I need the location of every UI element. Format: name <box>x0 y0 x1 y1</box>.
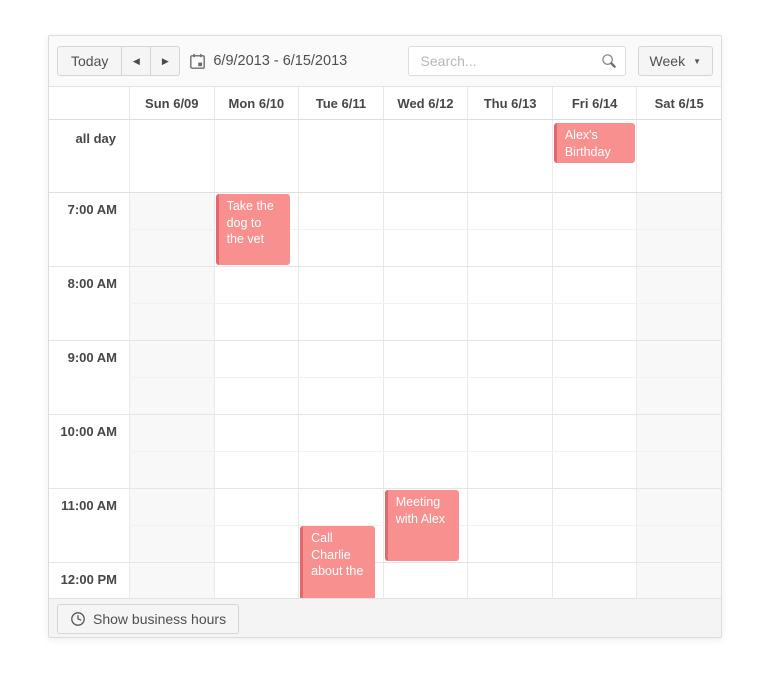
time-label: 10:00 AM <box>60 424 117 439</box>
show-business-hours-label: Show business hours <box>93 611 227 627</box>
prev-arrow-icon: ◀ <box>132 55 140 66</box>
view-selector-dropdown[interactable]: Week ▼ <box>637 46 713 76</box>
prev-button[interactable]: ◀ <box>121 46 152 76</box>
day-header-row: Sun 6/09 Mon 6/10 Tue 6/11 Wed 6/12 Thu … <box>49 87 721 120</box>
hour-row-8am: 8:00 AM <box>49 267 721 341</box>
search-icon <box>601 54 616 68</box>
time-label: 7:00 AM <box>67 202 117 217</box>
calendar-icon <box>190 53 206 69</box>
day-column-sun[interactable] <box>129 193 214 598</box>
hour-row-10am: 10:00 AM <box>49 415 721 489</box>
allday-row: all day Alex's Birthday <box>49 120 721 193</box>
hour-row-7am: 7:00 AM <box>49 193 721 267</box>
time-label: 11:00 AM <box>61 498 117 513</box>
day-header-sun: Sun 6/09 <box>129 87 214 119</box>
show-business-hours-button[interactable]: Show business hours <box>57 604 240 634</box>
view-selector-label: Week <box>649 53 686 69</box>
day-columns-layer <box>49 193 721 598</box>
half-hour-line <box>129 229 721 230</box>
next-button[interactable]: ▶ <box>150 46 181 76</box>
search-input[interactable] <box>407 46 626 76</box>
day-column-fri[interactable] <box>551 193 637 598</box>
scheduler-footer: Show business hours <box>49 598 721 637</box>
event-meeting-with-alex[interactable]: Meeting with Alex <box>384 490 460 561</box>
hour-row-12pm: 12:00 PM <box>49 563 721 598</box>
nav-button-group: Today ◀ ▶ <box>57 46 181 76</box>
event-call-charlie[interactable]: Call Charlie about the <box>300 526 375 598</box>
event-take-dog-to-vet[interactable]: Take the dog to the vet <box>215 194 291 265</box>
day-header-tue: Tue 6/11 <box>298 87 383 119</box>
date-range-label: 6/9/2013 - 6/15/2013 <box>213 53 348 69</box>
header-gutter <box>49 87 129 119</box>
day-column-wed[interactable] <box>382 193 468 598</box>
allday-cell-tue[interactable] <box>298 120 383 192</box>
day-header-sat: Sat 6/15 <box>636 87 721 119</box>
day-header-mon: Mon 6/10 <box>213 87 299 119</box>
time-label: 9:00 AM <box>67 350 117 365</box>
allday-cell-fri[interactable] <box>551 120 637 192</box>
dropdown-caret-icon: ▼ <box>693 56 701 66</box>
allday-cell-sun[interactable] <box>129 120 214 192</box>
event-alexs-birthday[interactable]: Alex's Birthday <box>553 123 636 163</box>
date-range-picker[interactable]: 6/9/2013 - 6/15/2013 <box>189 53 347 70</box>
time-label: 12:00 PM <box>60 572 117 587</box>
half-hour-line <box>129 303 721 304</box>
allday-label: all day <box>75 131 116 146</box>
clock-icon <box>71 612 85 626</box>
allday-cell-mon[interactable] <box>213 120 299 192</box>
allday-cell-thu[interactable] <box>467 120 552 192</box>
half-hour-line <box>129 377 721 378</box>
scheduler-widget: Today ◀ ▶ 6/9/2013 - 6/15/2013 <box>48 35 722 638</box>
scheduler-toolbar: Today ◀ ▶ 6/9/2013 - 6/15/2013 <box>49 36 721 87</box>
day-header-fri: Fri 6/14 <box>551 87 637 119</box>
half-hour-line <box>129 451 721 452</box>
today-button[interactable]: Today <box>57 46 123 76</box>
day-column-sat[interactable] <box>636 193 721 598</box>
search-box <box>407 46 626 76</box>
allday-cell-wed[interactable] <box>382 120 468 192</box>
day-column-mon[interactable] <box>213 193 299 598</box>
allday-cell-sat[interactable] <box>636 120 721 192</box>
time-label: 8:00 AM <box>67 276 117 291</box>
time-grid: 7:00 AM 8:00 AM 9:00 AM 10:00 AM 11:00 A… <box>49 193 721 598</box>
time-grid-viewport[interactable]: 7:00 AM 8:00 AM 9:00 AM 10:00 AM 11:00 A… <box>49 193 721 598</box>
day-column-tue[interactable] <box>298 193 383 598</box>
day-header-wed: Wed 6/12 <box>382 87 468 119</box>
next-arrow-icon: ▶ <box>161 55 169 66</box>
hour-row-9am: 9:00 AM <box>49 341 721 415</box>
day-header-thu: Thu 6/13 <box>467 87 552 119</box>
day-column-thu[interactable] <box>467 193 552 598</box>
